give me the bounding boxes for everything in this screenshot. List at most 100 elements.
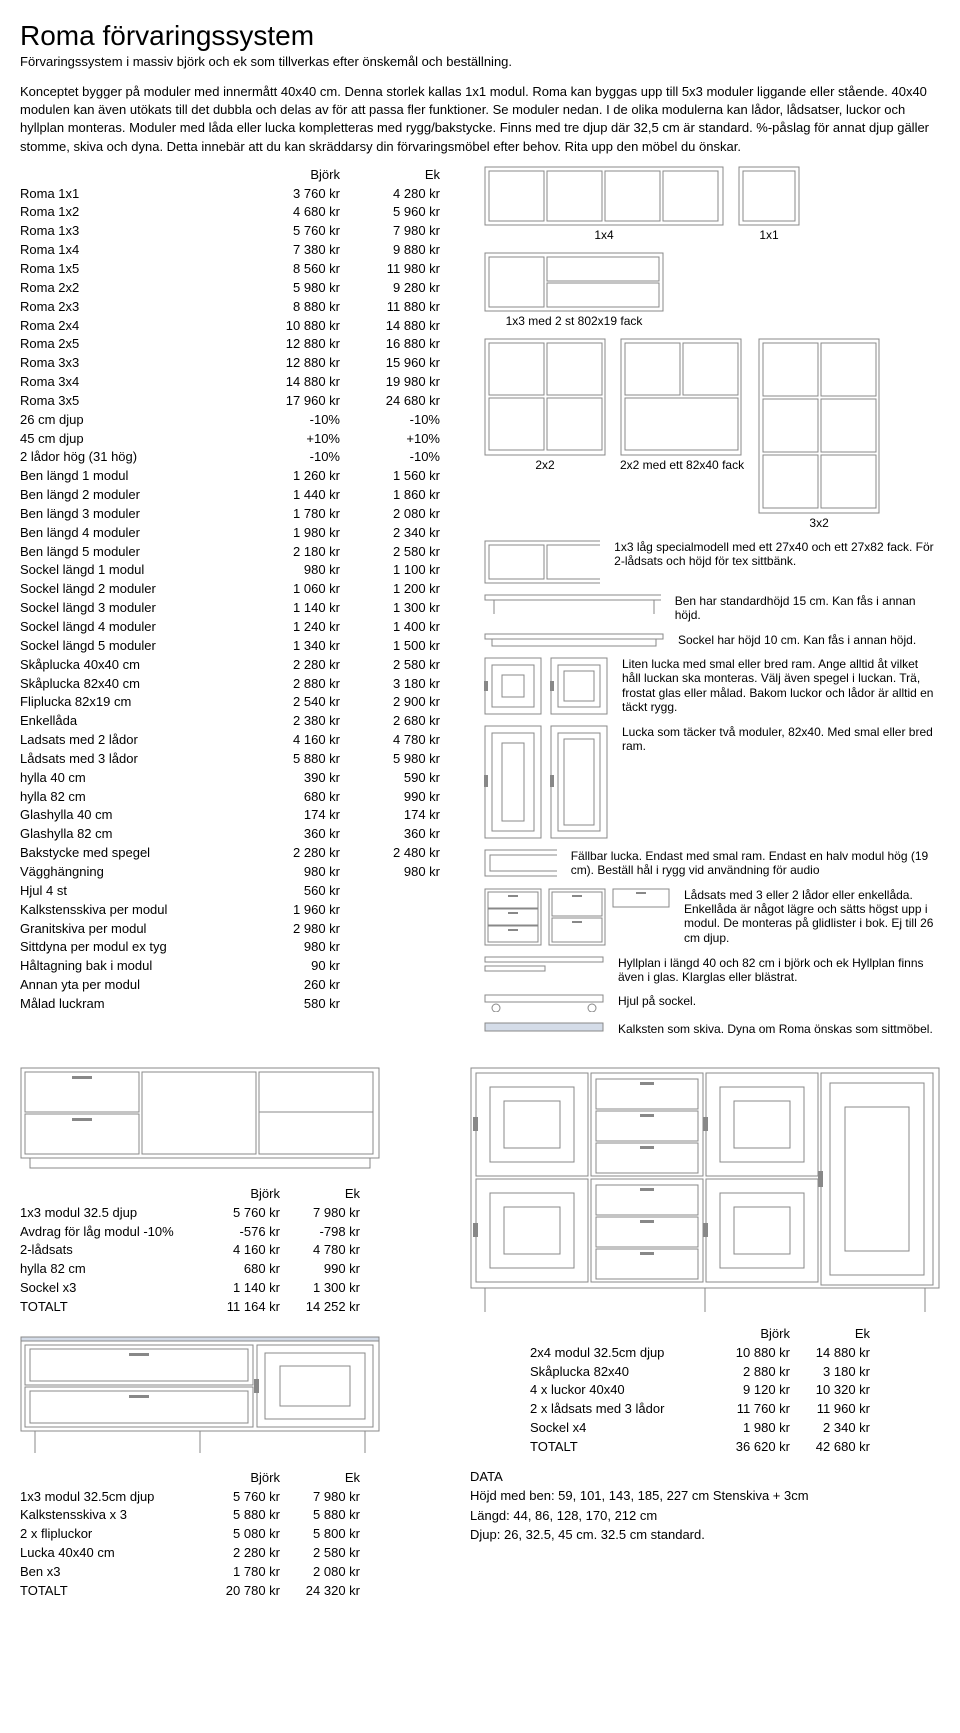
table-row: Enkellåda2 380 kr2 680 kr: [20, 712, 460, 731]
table-row: Roma 2x25 980 kr9 280 kr: [20, 279, 460, 298]
example3-table: BjörkEk 2x4 modul 32.5cm djup10 880 kr14…: [530, 1325, 940, 1457]
table-row: Sockel längd 4 moduler1 240 kr1 400 kr: [20, 618, 460, 637]
diagram-lucka-smal: [484, 657, 542, 715]
diagram-2x2: [484, 338, 606, 456]
table-row: Fliplucka 82x19 cm2 540 kr2 900 kr: [20, 693, 460, 712]
diagram-hylla: [484, 956, 604, 974]
caption-1x3: 1x3 med 2 st 802x19 fack: [484, 314, 664, 328]
table-row: Sittdyna per modul ex tyg980 kr: [20, 938, 460, 957]
diagram-sockel: [484, 633, 664, 647]
table-row: 45 cm djup+10%+10%: [20, 430, 460, 449]
diagram-ladsats2: [548, 888, 606, 946]
table-row: Ladsats med 2 lådor4 160 kr4 780 kr: [20, 731, 460, 750]
data-line2: Längd: 44, 86, 128, 170, 212 cm: [470, 1506, 940, 1526]
desc-lucka82: Lucka som täcker två moduler, 82x40. Med…: [622, 725, 940, 754]
table-row: Sockel längd 2 moduler1 060 kr1 200 kr: [20, 580, 460, 599]
intro-text: Konceptet bygger på moduler med innermåt…: [20, 83, 940, 156]
table-row: Roma 1x47 380 kr9 880 kr: [20, 241, 460, 260]
example2-table: BjörkEk 1x3 modul 32.5cm djup5 760 kr7 9…: [20, 1469, 446, 1601]
table-row: Ben längd 1 modul1 260 kr1 560 kr: [20, 467, 460, 486]
caption-2x2b: 2x2 med ett 82x40 fack: [620, 458, 744, 472]
table-row: Bakstycke med spegel2 280 kr2 480 kr: [20, 844, 460, 863]
page-subtitle: Förvaringssystem i massiv björk och ek s…: [20, 54, 940, 69]
table-row: 1x3 modul 32.5cm djup5 760 kr7 980 kr: [20, 1488, 446, 1507]
table-row: Avdrag för låg modul -10%-576 kr-798 kr: [20, 1223, 446, 1242]
table-row: Roma 1x13 760 kr4 280 kr: [20, 185, 460, 204]
table-row: Kalkstensskiva x 35 880 kr5 880 kr: [20, 1506, 446, 1525]
data-section: DATA Höjd med ben: 59, 101, 143, 185, 22…: [470, 1467, 940, 1545]
table-row: Lådsats med 3 lådor5 880 kr5 980 kr: [20, 750, 460, 769]
table-row: TOTALT11 164 kr14 252 kr: [20, 1298, 446, 1317]
diagram-1x4: [484, 166, 724, 226]
table-row: hylla 82 cm680 kr990 kr: [20, 788, 460, 807]
data-line1: Höjd med ben: 59, 101, 143, 185, 227 cm …: [470, 1486, 940, 1506]
table-row: Sockel längd 3 moduler1 140 kr1 300 kr: [20, 599, 460, 618]
table-row: Lucka 40x40 cm2 280 kr2 580 kr: [20, 1544, 446, 1563]
table-row: Ben längd 2 moduler1 440 kr1 860 kr: [20, 486, 460, 505]
caption-2x2: 2x2: [484, 458, 606, 472]
table-row: Målad luckram580 kr: [20, 995, 460, 1014]
example2-diagram: [20, 1331, 380, 1461]
table-row: Annan yta per modul260 kr: [20, 976, 460, 995]
diagram-ben: [484, 594, 661, 616]
diagram-hjul: [484, 994, 604, 1012]
diagram-1x3: [484, 252, 664, 312]
diagram-enkel: [612, 888, 670, 908]
table-row: 4 x luckor 40x409 120 kr10 320 kr: [530, 1381, 940, 1400]
table-row: TOTALT20 780 kr24 320 kr: [20, 1582, 446, 1601]
col-bjork: Björk: [240, 166, 340, 185]
table-row: Håltagning bak i modul90 kr: [20, 957, 460, 976]
diagram-ladsats3: [484, 888, 542, 946]
table-row: Sockel längd 1 modul980 kr1 100 kr: [20, 561, 460, 580]
table-row: Roma 3x312 880 kr15 960 kr: [20, 354, 460, 373]
table-row: 2-lådsats4 160 kr4 780 kr: [20, 1241, 446, 1260]
diagram-1x1: [738, 166, 800, 226]
desc-skiva: Kalksten som skiva. Dyna om Roma önskas …: [618, 1022, 933, 1036]
table-row: Vägghängning980 kr980 kr: [20, 863, 460, 882]
table-row: Granitskiva per modul2 980 kr: [20, 920, 460, 939]
desc-lucka: Liten lucka med smal eller bred ram. Ang…: [622, 657, 940, 715]
desc-lador: Lådsats med 3 eller 2 lådor eller enkell…: [684, 888, 940, 946]
table-row: 1x3 modul 32.5 djup5 760 kr7 980 kr: [20, 1204, 446, 1223]
diagram-special: [484, 540, 600, 584]
diagram-2x2b: [620, 338, 742, 456]
diagrams-column: 1x4 1x1 1x3 med 2 st 802x19 fack 2x2 2x2…: [484, 166, 940, 1047]
desc-ben: Ben har standardhöjd 15 cm. Kan fås i an…: [675, 594, 940, 623]
data-heading: DATA: [470, 1467, 940, 1487]
price-table: BjörkEk Roma 1x13 760 kr4 280 krRoma 1x2…: [20, 166, 460, 1047]
table-row: Hjul 4 st560 kr: [20, 882, 460, 901]
example1-diagram: [20, 1067, 380, 1177]
table-row: 26 cm djup-10%-10%: [20, 411, 460, 430]
table-row: Kalkstensskiva per modul1 960 kr: [20, 901, 460, 920]
table-row: Glashylla 82 cm360 kr360 kr: [20, 825, 460, 844]
desc-sockel: Sockel har höjd 10 cm. Kan fås i annan h…: [678, 633, 916, 647]
table-row: Sockel x41 980 kr2 340 kr: [530, 1419, 940, 1438]
table-row: Sockel x31 140 kr1 300 kr: [20, 1279, 446, 1298]
table-row: Roma 1x35 760 kr7 980 kr: [20, 222, 460, 241]
table-row: 2x4 modul 32.5cm djup10 880 kr14 880 kr: [530, 1344, 940, 1363]
example1-table: BjörkEk 1x3 modul 32.5 djup5 760 kr7 980…: [20, 1185, 446, 1317]
diagram-skiva: [484, 1022, 604, 1032]
diagram-lucka-bred: [550, 657, 608, 715]
table-row: Roma 2x512 880 kr16 880 kr: [20, 335, 460, 354]
table-row: Ben x31 780 kr2 080 kr: [20, 1563, 446, 1582]
col-ek: Ek: [340, 166, 440, 185]
diagram-lucka82-bred: [550, 725, 608, 839]
table-row: Roma 1x58 560 kr11 980 kr: [20, 260, 460, 279]
caption-1x4: 1x4: [484, 228, 724, 242]
table-row: TOTALT36 620 kr42 680 kr: [530, 1438, 940, 1457]
table-row: Skåplucka 40x40 cm2 280 kr2 580 kr: [20, 656, 460, 675]
diagram-lucka82-smal: [484, 725, 542, 839]
table-row: Roma 2x38 880 kr11 880 kr: [20, 298, 460, 317]
table-row: 2 lådor hög (31 hög)-10%-10%: [20, 448, 460, 467]
table-row: 2 x flipluckor5 080 kr5 800 kr: [20, 1525, 446, 1544]
diagram-fliplucka: [484, 849, 557, 877]
table-row: Roma 2x410 880 kr14 880 kr: [20, 317, 460, 336]
caption-3x2: 3x2: [758, 516, 880, 530]
desc-hylla: Hyllplan i längd 40 och 82 cm i björk oc…: [618, 956, 940, 985]
table-row: Glashylla 40 cm174 kr174 kr: [20, 806, 460, 825]
caption-1x1: 1x1: [738, 228, 800, 242]
desc-special: 1x3 låg specialmodell med ett 27x40 och …: [614, 540, 940, 569]
table-row: 2 x lådsats med 3 lådor11 760 kr11 960 k…: [530, 1400, 940, 1419]
table-row: Roma 3x414 880 kr19 980 kr: [20, 373, 460, 392]
